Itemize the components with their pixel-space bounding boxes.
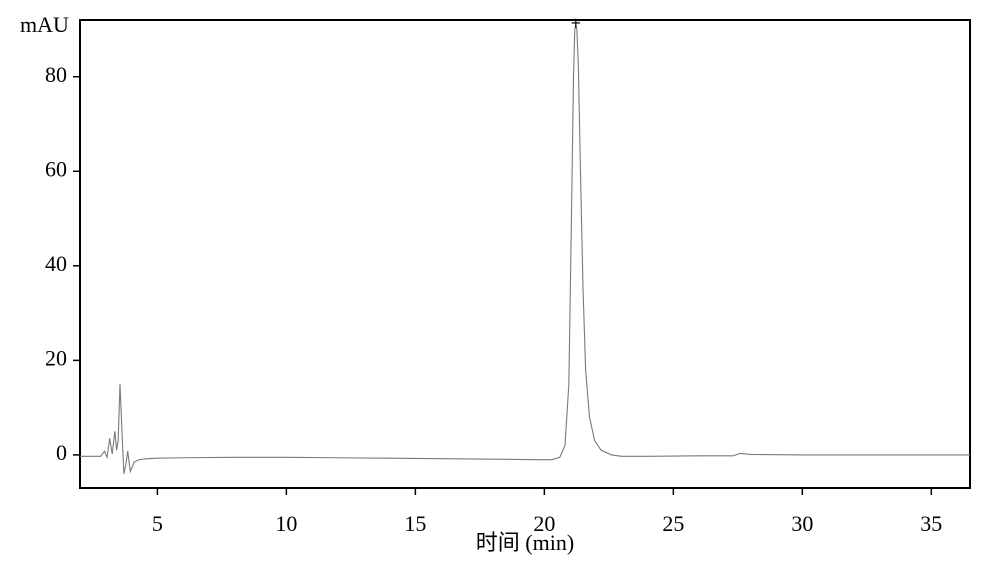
y-tick-label: 60 xyxy=(45,156,67,181)
x-tick-label: 15 xyxy=(404,511,426,536)
x-tick-label: 25 xyxy=(662,511,684,536)
x-axis-label: 时间 (min) xyxy=(476,530,574,555)
y-tick-label: 40 xyxy=(45,251,67,276)
x-tick-label: 5 xyxy=(152,511,163,536)
y-tick-label: 80 xyxy=(45,62,67,87)
x-tick-label: 30 xyxy=(791,511,813,536)
chromatogram-chart: 0204060805101520253035mAU时间 (min) xyxy=(0,0,1000,578)
y-tick-label: 0 xyxy=(56,440,67,465)
chromatogram-container: { "chart": { "type": "line", "width": 10… xyxy=(0,0,1000,578)
y-axis-label: mAU xyxy=(20,12,69,37)
y-tick-label: 20 xyxy=(45,345,67,370)
x-tick-label: 10 xyxy=(275,511,297,536)
x-tick-label: 35 xyxy=(920,511,942,536)
